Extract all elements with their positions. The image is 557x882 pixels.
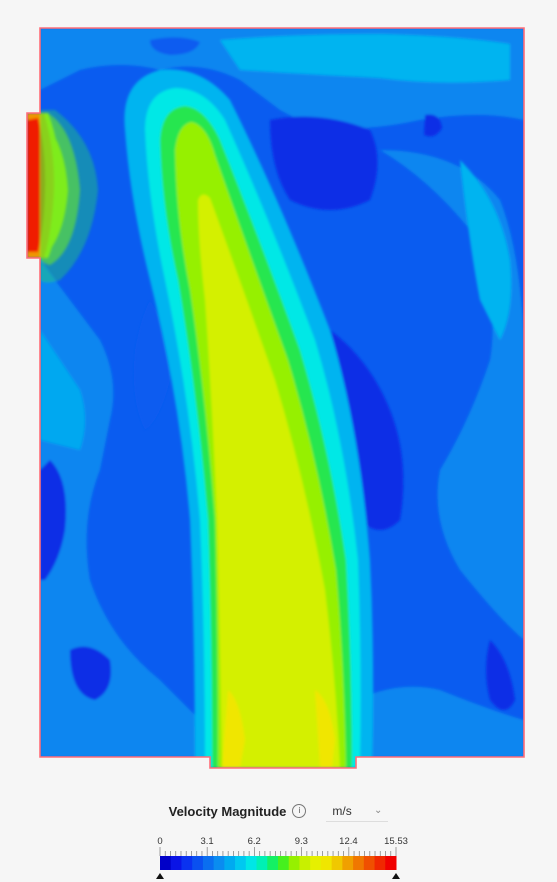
legend-swatch [363,856,376,870]
legend-swatch [320,856,333,870]
legend-swatch [288,856,300,870]
color-legend: 0 3.1 6.2 9.3 12.4 15.53 [156,836,408,879]
legend-range-markers[interactable] [156,873,400,879]
chevron-down-icon: ⌄ [373,805,383,816]
legend-swatch [213,856,225,870]
domain-outline [26,27,525,769]
legend-swatch [245,856,258,870]
legend-swatch [202,856,215,870]
legend-tick-label: 3.1 [200,836,213,847]
legend-swatch [353,856,365,870]
legend-tick-label: 6.2 [248,836,261,847]
legend-tick-label: 12.4 [339,836,358,847]
legend-tick-labels: 0 3.1 6.2 9.3 12.4 15.53 [157,836,408,847]
legend-swatch [267,856,279,870]
legend-swatch [385,856,397,870]
legend-tick-label: 15.53 [384,836,408,847]
legend-swatch [342,856,354,870]
legend-color-scale [160,856,397,870]
contour-field [27,28,524,768]
velocity-contour-plot [26,27,525,769]
unit-dropdown[interactable]: m/s ⌄ [326,800,389,822]
legend-swatch [310,856,322,870]
legend-min-marker-icon[interactable] [156,873,164,879]
info-icon[interactable]: i [292,804,307,818]
simulation-viewport[interactable] [0,0,557,790]
legend-swatch [256,856,268,870]
legend-tick-label: 0 [157,836,162,847]
unit-value: m/s [332,803,352,818]
legend-swatch [181,856,193,870]
legend-swatch [374,856,386,870]
legend-tick-label: 9.3 [295,836,308,847]
legend-header: Velocity Magnitude i m/s ⌄ [0,798,557,824]
legend-ticks [159,847,397,856]
legend-swatch [331,856,343,870]
legend-title: Velocity Magnitude [168,803,287,819]
legend-swatch [235,856,247,870]
legend-swatch [192,856,204,870]
legend-swatch [299,856,311,870]
legend-swatch [278,856,290,870]
legend-swatch [160,856,172,870]
legend-swatch [170,856,182,870]
legend-swatch [224,856,236,870]
legend-max-marker-icon[interactable] [392,873,400,879]
